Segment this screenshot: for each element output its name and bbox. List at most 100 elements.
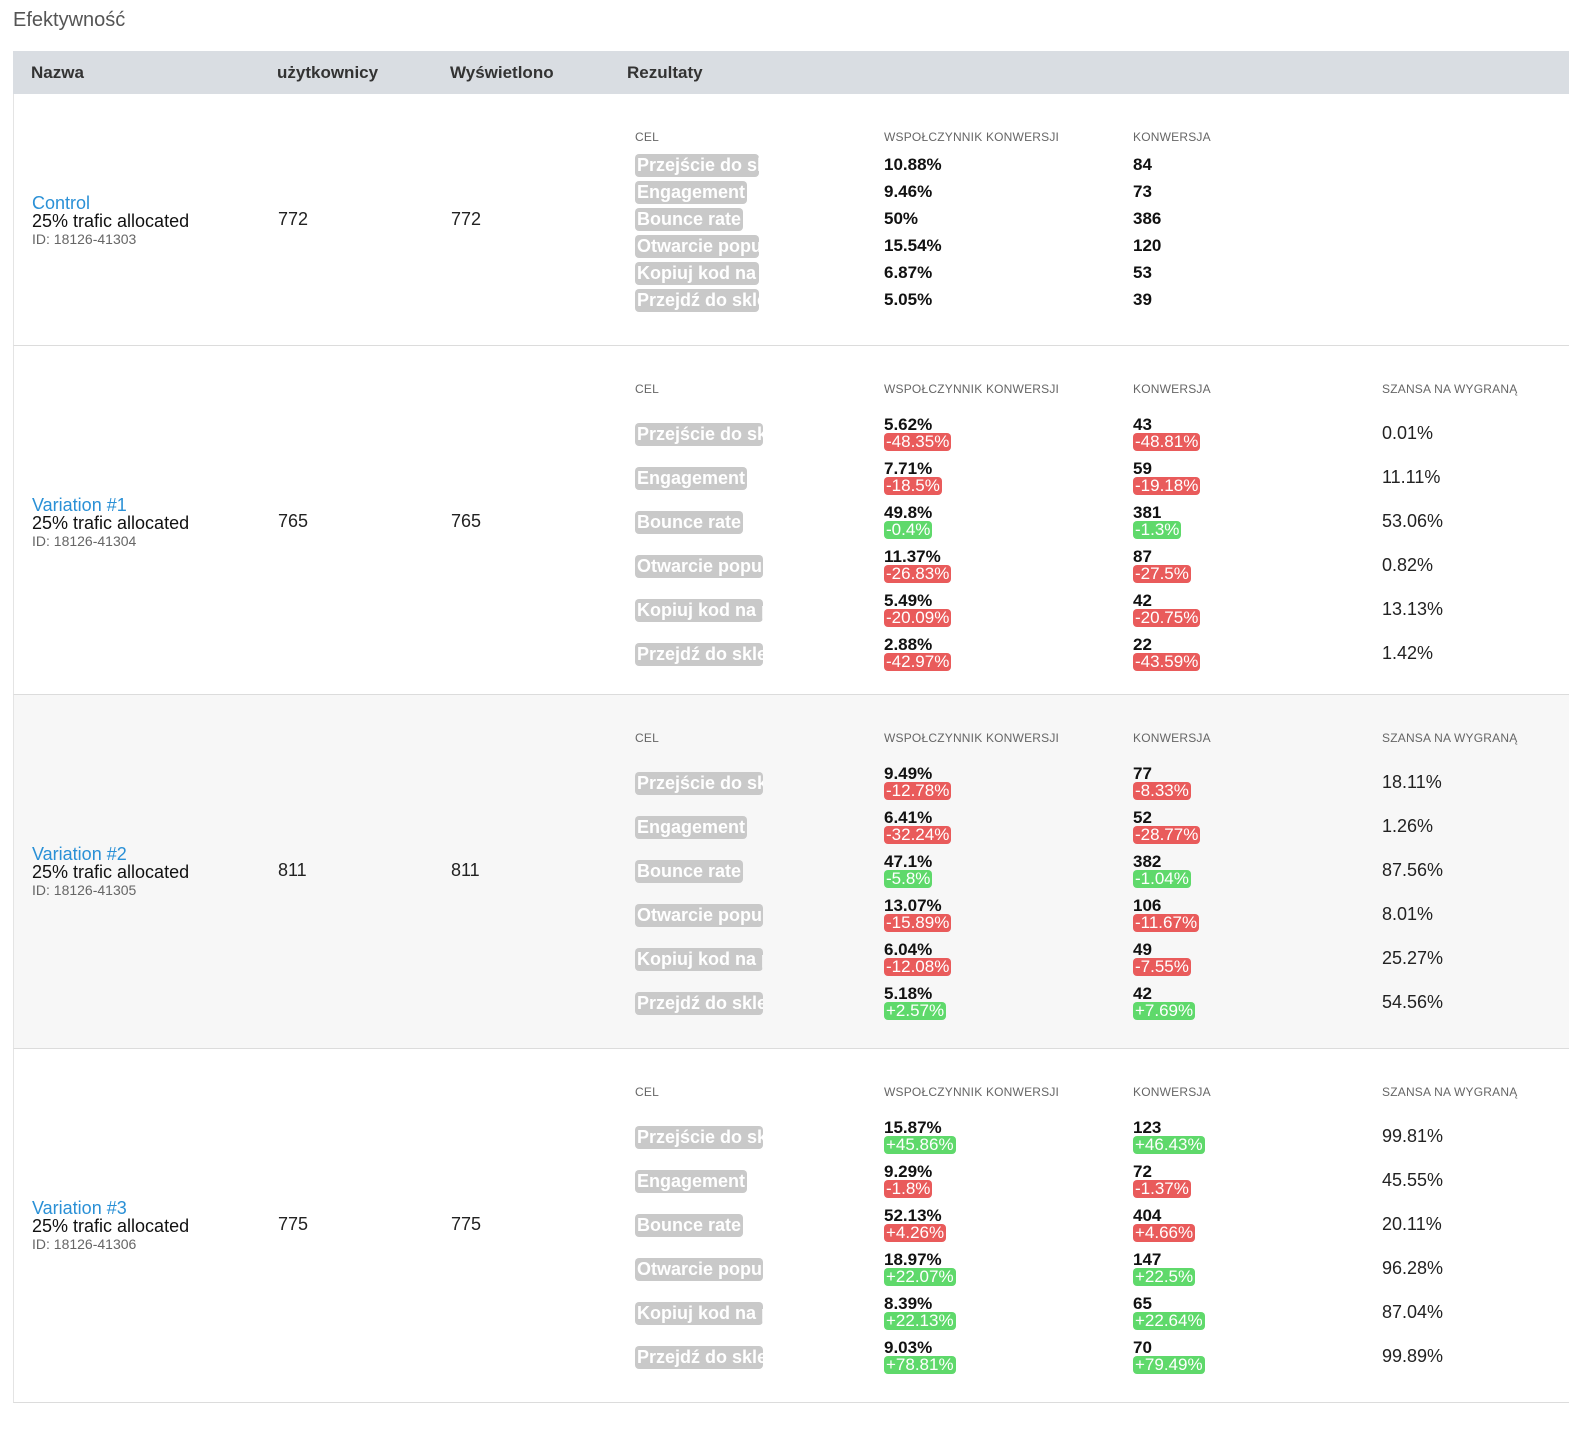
conversion-value: 382 bbox=[1133, 852, 1162, 871]
variant-name-block: Control 25% trafic allocated ID: 18126-413… bbox=[32, 194, 189, 248]
users-count: 775 bbox=[278, 1214, 309, 1234]
results-header-goal: CEL bbox=[635, 731, 659, 745]
win-chance-value: 87.04% bbox=[1382, 1302, 1444, 1322]
conversion-delta-badge: +79.49% bbox=[1133, 1355, 1205, 1374]
results-header-rate: WSPOŁCZYNNIK KONWERSJI bbox=[884, 1085, 1060, 1099]
conversion-delta-badge: -7.55% bbox=[1133, 957, 1191, 976]
conversion-value: 404 bbox=[1133, 1206, 1162, 1225]
conversion-value: 42 bbox=[1133, 591, 1152, 610]
column-header-results: Rezultaty bbox=[627, 63, 703, 82]
column-header-users[interactable]: użytkownicy bbox=[277, 63, 379, 82]
views-count: 775 bbox=[451, 1214, 482, 1234]
views-count: 765 bbox=[451, 511, 482, 531]
results-header-goal: CEL bbox=[635, 382, 659, 396]
conversion-value: 106 bbox=[1133, 896, 1162, 915]
goal-badge: Engagement bbox=[635, 467, 748, 490]
conversion-delta-badge: +22.64% bbox=[1133, 1311, 1205, 1330]
views-count: 772 bbox=[451, 209, 482, 229]
conversion-value: 43 bbox=[1133, 415, 1152, 434]
variant-id: ID: 18126-41306 bbox=[32, 1236, 137, 1252]
goal-badge: Kopiuj kod na p bbox=[635, 1302, 763, 1325]
win-chance-value: 1.42% bbox=[1382, 643, 1434, 663]
win-chance-value: 87.56% bbox=[1382, 860, 1444, 880]
conversion-rate-value: 8.39% bbox=[884, 1294, 933, 1313]
conversion-rate-delta-badge: -20.09% bbox=[884, 608, 952, 627]
table-row: Variation #3 25% trafic allocated ID: 1812… bbox=[13, 1049, 1569, 1403]
conversion-rate-delta-badge: +2.57% bbox=[884, 1001, 947, 1020]
conversion-delta-badge: -1.04% bbox=[1133, 869, 1191, 888]
goal-badge: Engagement bbox=[635, 816, 748, 839]
conversion-delta-badge: -20.75% bbox=[1133, 608, 1201, 627]
table-row: Control 25% trafic allocated ID: 18126-413… bbox=[13, 94, 1569, 346]
conversion-rate-delta-badge: -0.4% bbox=[884, 520, 933, 539]
win-chance-value: 99.89% bbox=[1382, 1346, 1444, 1366]
conversion-rate-delta-badge: -32.24% bbox=[884, 825, 952, 844]
results-header-rate: WSPOŁCZYNNIK KONWERSJI bbox=[884, 731, 1060, 745]
conversion-rate-value: 13.07% bbox=[884, 896, 942, 915]
win-chance-value: 0.82% bbox=[1382, 555, 1434, 575]
conversion-delta-badge: +7.69% bbox=[1133, 1001, 1196, 1020]
efficiency-table: Nazwa użytkownicy Wyświetlono Rezultaty … bbox=[13, 51, 1569, 1403]
conversion-rate-delta-badge: -12.78% bbox=[884, 781, 952, 800]
variant-name-link[interactable]: Variation #3 bbox=[32, 1198, 127, 1218]
win-chance-value: 54.56% bbox=[1382, 992, 1444, 1012]
conversion-delta-badge: -19.18% bbox=[1133, 476, 1201, 495]
conversion-delta-badge: -43.59% bbox=[1133, 652, 1201, 671]
conversion-value: 84 bbox=[1133, 155, 1152, 174]
results-header-conversion: KONWERSJA bbox=[1133, 130, 1211, 144]
win-chance-value: 53.06% bbox=[1382, 511, 1444, 531]
conversion-value: 73 bbox=[1133, 182, 1152, 201]
variant-name-link[interactable]: Variation #2 bbox=[32, 844, 127, 864]
goal-badge: Bounce rate bbox=[635, 511, 744, 534]
results-header-rate: WSPOŁCZYNNIK KONWERSJI bbox=[884, 382, 1060, 396]
conversion-rate-value: 47.1% bbox=[884, 852, 933, 871]
conversion-rate-delta-badge: -1.8% bbox=[884, 1179, 933, 1198]
conversion-value: 147 bbox=[1133, 1250, 1162, 1269]
win-chance-value: 25.27% bbox=[1382, 948, 1444, 968]
conversion-delta-badge: +22.5% bbox=[1133, 1267, 1196, 1286]
win-chance-value: 11.11% bbox=[1382, 467, 1441, 487]
variant-id: ID: 18126-41304 bbox=[32, 533, 137, 549]
goal-badge: Przejście do sk bbox=[635, 1126, 763, 1149]
variant-name-link[interactable]: Variation #1 bbox=[32, 495, 127, 515]
variant-name-block: Variation #3 25% trafic allocated ID: 1812… bbox=[32, 1199, 189, 1253]
conversion-delta-badge: -48.81% bbox=[1133, 432, 1201, 451]
column-header-name[interactable]: Nazwa bbox=[31, 63, 84, 82]
conversion-rate-value: 5.62% bbox=[884, 415, 933, 434]
conversion-rate-value: 9.03% bbox=[884, 1338, 933, 1357]
conversion-value: 120 bbox=[1133, 236, 1162, 255]
conversion-value: 59 bbox=[1133, 459, 1152, 478]
conversion-delta-badge: -27.5% bbox=[1133, 564, 1191, 583]
goal-badge: Kopiuj kod na p bbox=[635, 948, 763, 971]
conversion-rate-value: 6.04% bbox=[884, 940, 933, 959]
results-header-chance: SZANSA NA WYGRANĄ bbox=[1382, 382, 1518, 396]
conversion-value: 70 bbox=[1133, 1338, 1152, 1357]
results-header-rate: WSPOŁCZYNNIK KONWERSJI bbox=[884, 130, 1060, 144]
goal-badge: Przejdź do skle bbox=[635, 643, 763, 666]
goal-badge: Przejście do sk bbox=[635, 423, 763, 446]
column-header-views[interactable]: Wyświetlono bbox=[450, 63, 554, 82]
win-chance-value: 13.13% bbox=[1382, 599, 1444, 619]
conversion-value: 52 bbox=[1133, 808, 1152, 827]
conversion-rate-value: 49.8% bbox=[884, 503, 933, 522]
results-header-conversion: KONWERSJA bbox=[1133, 382, 1211, 396]
variant-name-link[interactable]: Control bbox=[32, 193, 91, 213]
users-count: 811 bbox=[278, 860, 307, 880]
goal-badge: Otwarcie popup bbox=[635, 1258, 763, 1281]
table-row: Variation #1 25% trafic allocated ID: 1812… bbox=[13, 346, 1569, 695]
goal-badge: Przejdź do skle bbox=[635, 992, 763, 1015]
conversion-rate-delta-badge: +45.86% bbox=[884, 1135, 956, 1154]
results-header-chance: SZANSA NA WYGRANĄ bbox=[1382, 1085, 1518, 1099]
conversion-delta-badge: -1.37% bbox=[1133, 1179, 1191, 1198]
table-row: Variation #2 25% trafic allocated ID: 1812… bbox=[13, 695, 1569, 1049]
conversion-rate-value: 2.88% bbox=[884, 635, 933, 654]
goal-badge: Przejdź do skle bbox=[635, 1346, 763, 1369]
conversion-rate-delta-badge: -12.08% bbox=[884, 957, 952, 976]
conversion-rate-value: 15.87% bbox=[884, 1118, 942, 1137]
traffic-allocation: 25% trafic allocated bbox=[32, 862, 190, 882]
conversion-rate-value: 6.41% bbox=[884, 808, 933, 827]
conversion-delta-badge: -28.77% bbox=[1133, 825, 1201, 844]
conversion-value: 22 bbox=[1133, 635, 1152, 654]
goal-badge: Otwarcie popup bbox=[635, 555, 763, 578]
conversion-rate-value: 18.97% bbox=[884, 1250, 942, 1269]
